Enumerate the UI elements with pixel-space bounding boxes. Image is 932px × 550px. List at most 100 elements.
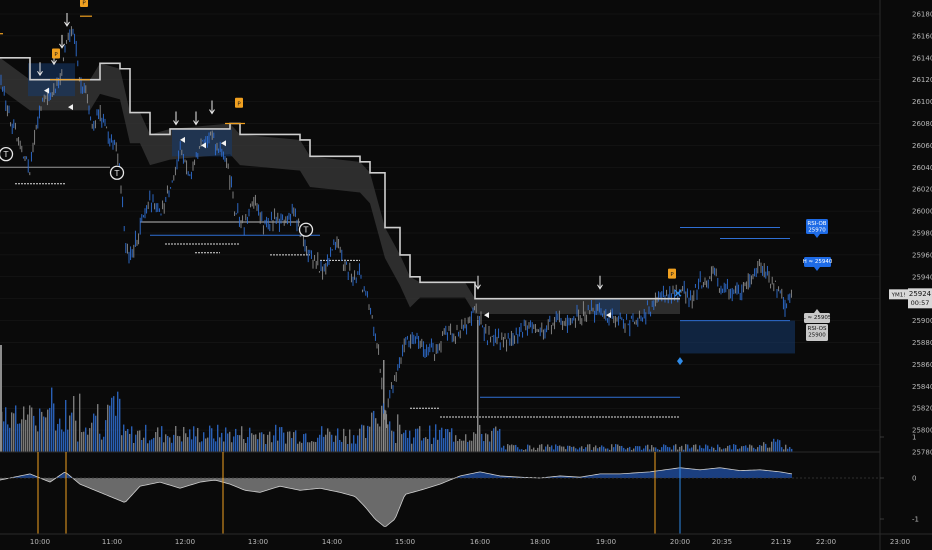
volume-bar [613, 447, 615, 452]
volume-bar [785, 444, 787, 452]
volume-bar [97, 404, 99, 452]
volume-bar [491, 430, 493, 452]
volume-bar [299, 441, 301, 452]
time-axis[interactable]: 10:00 11:00 12:00 13:00 14:00 15:00 16:00 18:00… [30, 538, 910, 546]
volume-bar [479, 424, 481, 452]
volume-bar [291, 438, 293, 452]
volume-bar [333, 441, 335, 452]
volume-bar [493, 428, 495, 452]
volume-bar [617, 444, 619, 452]
down-arrow-icon [597, 284, 603, 290]
volume-bar [495, 426, 497, 452]
volume-bar [469, 440, 471, 452]
volume-bar [497, 430, 499, 452]
volume-bar [531, 449, 533, 452]
volume-bar [647, 444, 649, 452]
x-marker-icon [674, 289, 682, 297]
volume-bar [701, 447, 703, 452]
volume-bar [151, 439, 153, 452]
volume-bar [593, 447, 595, 452]
price-tick-16: 25860 [912, 361, 932, 369]
volume-bar [731, 449, 733, 452]
oscillator-axis[interactable]: 1 0 -1 [880, 434, 919, 524]
volume-bar [463, 440, 465, 452]
volume-bar [507, 444, 509, 452]
volume-bar [743, 446, 745, 452]
t-marker-label: T [303, 226, 309, 235]
p-marker-label: P [82, 1, 86, 7]
price-axis[interactable]: 26180 26160 26140 26120 26100 26080 26060 26040… [912, 11, 932, 457]
price-tick-5: 26080 [912, 120, 932, 128]
price-tick-3: 26120 [912, 76, 932, 84]
oscillator-pane [0, 452, 880, 534]
volume-bar [347, 443, 349, 452]
volume-bar [251, 433, 253, 452]
price-tick-4: 26100 [912, 98, 932, 106]
volume-bar [199, 442, 201, 452]
volume-bar [407, 437, 409, 452]
volume-bar [265, 443, 267, 452]
volume-bar [771, 441, 773, 452]
stop-cloud [0, 57, 680, 315]
volume-bar [689, 448, 691, 452]
rsi-ob-pointer [814, 234, 820, 238]
volume-bar [305, 433, 307, 452]
triangle-left-icon [221, 140, 226, 147]
volume-bar [95, 415, 97, 452]
volume-bar [667, 446, 669, 452]
volume-bar [121, 435, 123, 452]
volume-bar [693, 444, 695, 452]
volume-bar [459, 438, 461, 452]
volume-bar [621, 445, 623, 452]
osc-tick-1: 0 [912, 475, 916, 483]
volume-bar [129, 433, 131, 452]
volume-bar [725, 448, 727, 452]
volume-bar [293, 432, 295, 452]
volume-bar [673, 445, 675, 452]
volume-bar [117, 391, 119, 452]
price-tick-2: 26140 [912, 54, 932, 62]
volume-bar [781, 447, 783, 452]
volume-bar [515, 444, 517, 452]
volume-bar [403, 432, 405, 452]
volume-bar [327, 428, 329, 452]
volume-bar [259, 432, 261, 452]
volume-bar [39, 408, 41, 452]
volume-bar [739, 448, 741, 452]
down-arrow-icon [64, 21, 70, 27]
volume-bar [285, 443, 287, 452]
volume-bar [509, 445, 511, 452]
down-arrow-icon [59, 43, 65, 49]
volume-bar [153, 437, 155, 452]
volume-bar [687, 444, 689, 452]
volume-bar [397, 414, 399, 452]
triangle-left-icon [484, 312, 489, 319]
time-tick-9: 20:00 [670, 538, 690, 546]
volume-bar [535, 449, 537, 452]
time-tick-8: 19:00 [596, 538, 616, 546]
volume-bar [11, 412, 13, 452]
volume-bar [203, 432, 205, 452]
volume-bar [321, 426, 323, 452]
volume-bar [571, 446, 573, 452]
volume-bar [143, 437, 145, 452]
volume-bar [753, 447, 755, 452]
volume-bar [747, 447, 749, 452]
t-marker-icon [0, 147, 14, 162]
signal-markers: T T T P P P P [0, 0, 683, 366]
volume-bar [25, 419, 27, 452]
oscillator-negative [0, 478, 792, 527]
volume-bar [485, 433, 487, 452]
diamond-marker-icon [677, 357, 683, 366]
volume-bar [525, 449, 527, 452]
volume-bar [67, 429, 69, 452]
volume-bar [325, 434, 327, 452]
volume-bar [375, 418, 377, 452]
volume-bar [483, 441, 485, 452]
volume-bar [643, 448, 645, 452]
volume-bar [561, 446, 563, 452]
volume-bar [629, 446, 631, 452]
price-tick-0: 26180 [912, 11, 932, 19]
volume-bar [791, 448, 793, 452]
